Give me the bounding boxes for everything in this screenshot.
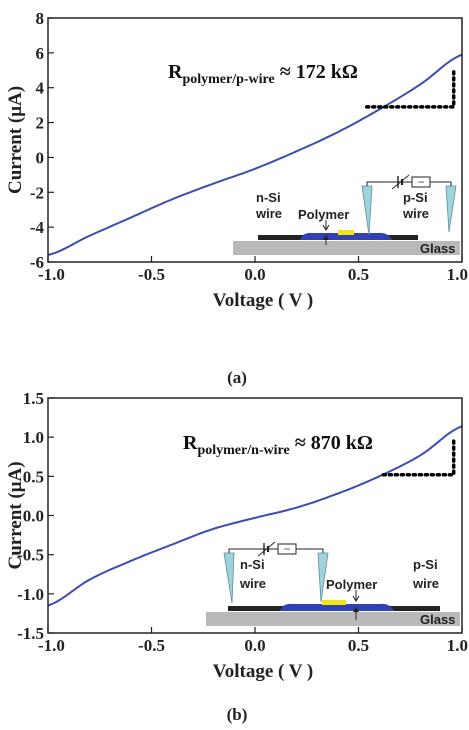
- y-tick-label-a: 6: [36, 44, 45, 63]
- inset-right-wire-line1-a: p-Si: [403, 190, 428, 205]
- battery-variable-arrow-b: [257, 541, 276, 557]
- glass-substrate-a: [233, 241, 460, 255]
- inset-glass-label-b: Glass: [420, 612, 455, 627]
- resistance-value-a: ≈ 172 kΩ: [275, 61, 358, 83]
- inset-polymer-label-b: Polymer: [326, 577, 377, 592]
- resistance-value-b: ≈ 870 kΩ: [290, 432, 373, 454]
- inset-polymer-label-a: Polymer: [298, 207, 349, 222]
- inset-glass-label-a: Glass: [420, 241, 455, 256]
- y-tick-label-a: -4: [30, 218, 45, 237]
- y-tick-label-b: 1.0: [23, 428, 44, 447]
- y-tick-label-a: 0: [36, 148, 45, 167]
- inset-schematic-b: ~ n-Si wire Polymer p-Si wire Glass: [206, 541, 460, 627]
- plot-frame-a: [47, 17, 463, 263]
- panel-b: -1.0 -0.5 0.0 0.5 1.0 -1.5-1.0-0.50.00.51.01…: [5, 389, 468, 724]
- y-tick-label-a: 8: [36, 9, 45, 28]
- resistance-annotation-a: Rpolymer/p-wire ≈ 172 kΩ: [168, 61, 358, 87]
- right-probe-a: [445, 185, 457, 233]
- y-tick-label-b: -1.0: [17, 585, 44, 604]
- y-tick-label-a: -6: [30, 253, 44, 272]
- left-probe-a: [361, 185, 373, 236]
- y-tick-label-b: 1.5: [23, 389, 44, 408]
- inset-schematic-a: ~ n-Si wire Polymer p-Si wire Glass: [233, 174, 460, 256]
- polymer-layer-b: [280, 603, 394, 611]
- x-tick-label-a: 0.0: [244, 265, 265, 284]
- iv-curve-b: [47, 425, 463, 607]
- x-tick-label-b: -1.0: [38, 636, 65, 655]
- y-tick-label-b: 0.5: [23, 467, 44, 486]
- slope-marker-a: [365, 67, 456, 109]
- polymer-pointer-b: [352, 590, 360, 602]
- ammeter-glyph-b: ~: [283, 545, 291, 555]
- x-tick-label-b: 1.0: [447, 636, 468, 655]
- slope-marker-b: [381, 435, 456, 477]
- ammeter-b: [277, 543, 297, 555]
- x-tick-label-a: -0.5: [138, 265, 165, 284]
- inset-left-wire-line1-b: n-Si: [240, 557, 265, 572]
- y-tick-label-a: 4: [36, 79, 45, 98]
- x-tick-label-b: -0.5: [138, 636, 165, 655]
- polymer-electrode-b: [322, 600, 346, 605]
- y-axis-label-a: Current (μA): [5, 86, 26, 194]
- inset-left-wire-line2-b: wire: [239, 576, 266, 591]
- resistance-symbol-b: R: [183, 432, 198, 454]
- x-tick-label-a: 0.5: [348, 265, 369, 284]
- inset-right-wire-line2-a: wire: [402, 206, 429, 221]
- plot-frame-b: [47, 397, 463, 634]
- polymer-electrode-a: [338, 230, 354, 235]
- ammeter-a: [411, 176, 431, 188]
- resistance-symbol-a: R: [168, 61, 183, 83]
- gap-arrowhead-b: [353, 607, 359, 612]
- panel-label-b: (b): [227, 705, 248, 724]
- resistance-subscript-b: polymer/n-wire: [197, 443, 289, 458]
- y-tick-label-b: 0.0: [23, 507, 44, 526]
- gap-arrowhead-a: [323, 235, 329, 240]
- x-axis-label-b: Voltage ( V ): [213, 661, 313, 682]
- probe-circuit-b: [228, 548, 324, 553]
- resistance-subscript-a: polymer/p-wire: [182, 72, 274, 87]
- y-tick-label-b: -0.5: [17, 546, 44, 565]
- inset-left-wire-line2-a: wire: [255, 206, 282, 221]
- x-tick-label-b: 0.0: [244, 636, 265, 655]
- left-probe-b: [223, 552, 235, 604]
- ammeter-glyph-a: ~: [417, 178, 425, 188]
- y-tick-label-a: 2: [36, 114, 45, 133]
- y-tick-label-a: -2: [30, 183, 44, 202]
- x-axis-label-a: Voltage ( V ): [213, 290, 313, 311]
- glass-substrate-b: [206, 612, 460, 626]
- panel-a: -1.0 -0.5 0.0 0.5 1.0 -6 -4 -2 0 2 4 6 8 Voltage ( …: [5, 9, 468, 387]
- x-tick-label-a: -1.0: [38, 265, 65, 284]
- inset-right-wire-line1-b: p-Si: [413, 557, 438, 572]
- y-axis-label-b: Current (μA): [5, 461, 26, 569]
- battery-variable-arrow-a: [391, 174, 410, 190]
- resistance-annotation-b: Rpolymer/n-wire ≈ 870 kΩ: [183, 432, 373, 458]
- polymer-pointer-a: [322, 220, 330, 231]
- y-tick-label-b: -1.5: [17, 624, 44, 643]
- x-tick-label-b: 0.5: [348, 636, 369, 655]
- panel-label-a: (a): [227, 368, 247, 387]
- x-tick-label-a: 1.0: [447, 265, 468, 284]
- inset-left-wire-line1-a: n-Si: [256, 190, 281, 205]
- inset-right-wire-line2-b: wire: [412, 576, 439, 591]
- probe-circuit-a: [366, 181, 452, 186]
- iv-curve-a: [47, 53, 463, 256]
